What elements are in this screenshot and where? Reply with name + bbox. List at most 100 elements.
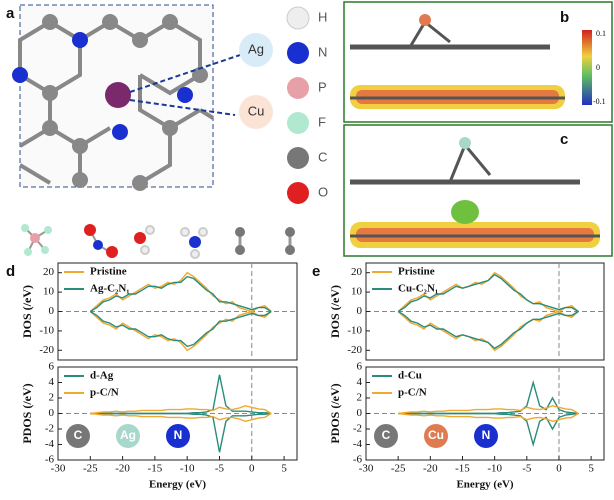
dos-line [398, 412, 579, 423]
y-axis-label: DOS (/eV) [328, 285, 342, 338]
legend-label: d-Ag [90, 370, 114, 382]
x-tick-label: -15 [148, 463, 163, 475]
y-tick-label: 10 [351, 286, 363, 298]
x-tick-label: -10 [180, 463, 195, 475]
x-axis-label: Energy (eV) [456, 479, 513, 491]
y-tick-label: 20 [351, 266, 363, 278]
legend-label: d-Cu [398, 370, 422, 382]
element-legend: H N P F C O [286, 6, 328, 204]
dos-line [89, 310, 272, 348]
element-badge [374, 424, 398, 448]
x-tick-label: -30 [359, 463, 374, 475]
dos-line [397, 273, 579, 313]
metal-label: Ag [248, 41, 264, 56]
y-tick-label: 4 [49, 376, 55, 388]
x-tick-label: -5 [215, 463, 225, 475]
element-badge-label: Cu [428, 428, 444, 442]
dos-line [398, 405, 579, 415]
y-axis-label: PDOS (/eV) [328, 383, 342, 443]
y-tick-label: 0 [357, 305, 363, 317]
element-badge [424, 424, 448, 448]
dos-line [397, 310, 579, 350]
x-tick-label: -30 [51, 463, 66, 475]
element-badge [116, 424, 140, 448]
element-label: O [318, 184, 328, 199]
x-tick-label: -20 [115, 463, 130, 475]
element-label: P [318, 79, 327, 94]
legend-label: Pristine [398, 266, 435, 278]
y-axis-label: PDOS (/eV) [20, 383, 34, 443]
y-tick-label: -2 [45, 423, 54, 435]
y-tick-label: 0 [49, 407, 55, 419]
y-axis-label: DOS (/eV) [20, 285, 34, 338]
y-tick-label: -20 [347, 344, 362, 356]
element-label: C [318, 149, 327, 164]
panel-a: Ag Cu H N P F C O a [6, 4, 328, 259]
element-badge [66, 424, 90, 448]
panel-label: a [6, 5, 15, 22]
y-tick-label: 0 [49, 305, 55, 317]
metal-badge [239, 95, 273, 129]
element-label: H [318, 9, 327, 24]
legend-label: p-C/N [398, 387, 427, 399]
colorbar-tick: 0 [596, 63, 600, 72]
plot-frame [365, 262, 605, 361]
y-tick-label: -10 [347, 324, 362, 336]
x-tick-label: -10 [487, 463, 502, 475]
element-badge-label: Ag [120, 428, 136, 442]
legend-label: Pristine [90, 266, 127, 278]
legend-label: Ag-C₂N₁ [90, 283, 130, 295]
metal-badge [239, 33, 273, 67]
x-tick-label: -5 [522, 463, 532, 475]
panel-label: b [560, 9, 569, 26]
y-tick-label: -10 [39, 324, 54, 336]
colorbar-tick: -0.1 [593, 97, 606, 106]
y-tick-label: -6 [45, 454, 55, 466]
element-badge-label: N [482, 428, 491, 442]
y-tick-label: 2 [357, 392, 363, 404]
x-tick-label: -25 [391, 463, 406, 475]
x-axis-label: Energy (eV) [149, 479, 206, 491]
x-tick-label: -20 [423, 463, 438, 475]
y-tick-label: 6 [49, 361, 55, 373]
dos-line [89, 275, 272, 313]
x-tick-label: 5 [588, 463, 594, 475]
metal-label: Cu [248, 103, 265, 118]
plot-frame [57, 262, 298, 361]
dos-line [398, 412, 579, 448]
panel-label: d [6, 263, 15, 280]
x-tick-label: -15 [455, 463, 470, 475]
atoms [12, 14, 208, 191]
dos-line [90, 412, 272, 453]
x-tick-label: 0 [249, 463, 255, 475]
y-tick-label: 2 [49, 392, 55, 404]
element-label: N [318, 44, 327, 59]
panel-b: 0.1 0 -0.1 b [343, 1, 613, 123]
element-badge [474, 424, 498, 448]
element-badge [166, 424, 190, 448]
y-tick-label: -4 [353, 438, 363, 450]
y-tick-label: -6 [353, 454, 363, 466]
element-label: F [318, 114, 326, 129]
x-tick-label: -25 [83, 463, 98, 475]
dos-line [90, 412, 272, 423]
y-tick-label: 6 [357, 361, 363, 373]
panel-label: c [560, 131, 568, 148]
element-badge-label: C [382, 428, 391, 442]
x-tick-label: 0 [556, 463, 562, 475]
y-tick-label: 0 [357, 407, 363, 419]
panel-c: c [343, 124, 613, 257]
y-tick-label: -2 [353, 423, 362, 435]
colorbar-tick: 0.1 [596, 29, 606, 38]
element-badge-label: C [74, 428, 83, 442]
y-tick-label: 10 [43, 286, 55, 298]
dos-line [90, 405, 272, 415]
y-tick-label: -20 [39, 344, 54, 356]
y-tick-label: -4 [45, 438, 55, 450]
legend-label: Cu-C₂N₁ [398, 283, 438, 295]
arrow [129, 54, 241, 116]
x-tick-label: 5 [281, 463, 287, 475]
legend-label: p-C/N [90, 387, 119, 399]
